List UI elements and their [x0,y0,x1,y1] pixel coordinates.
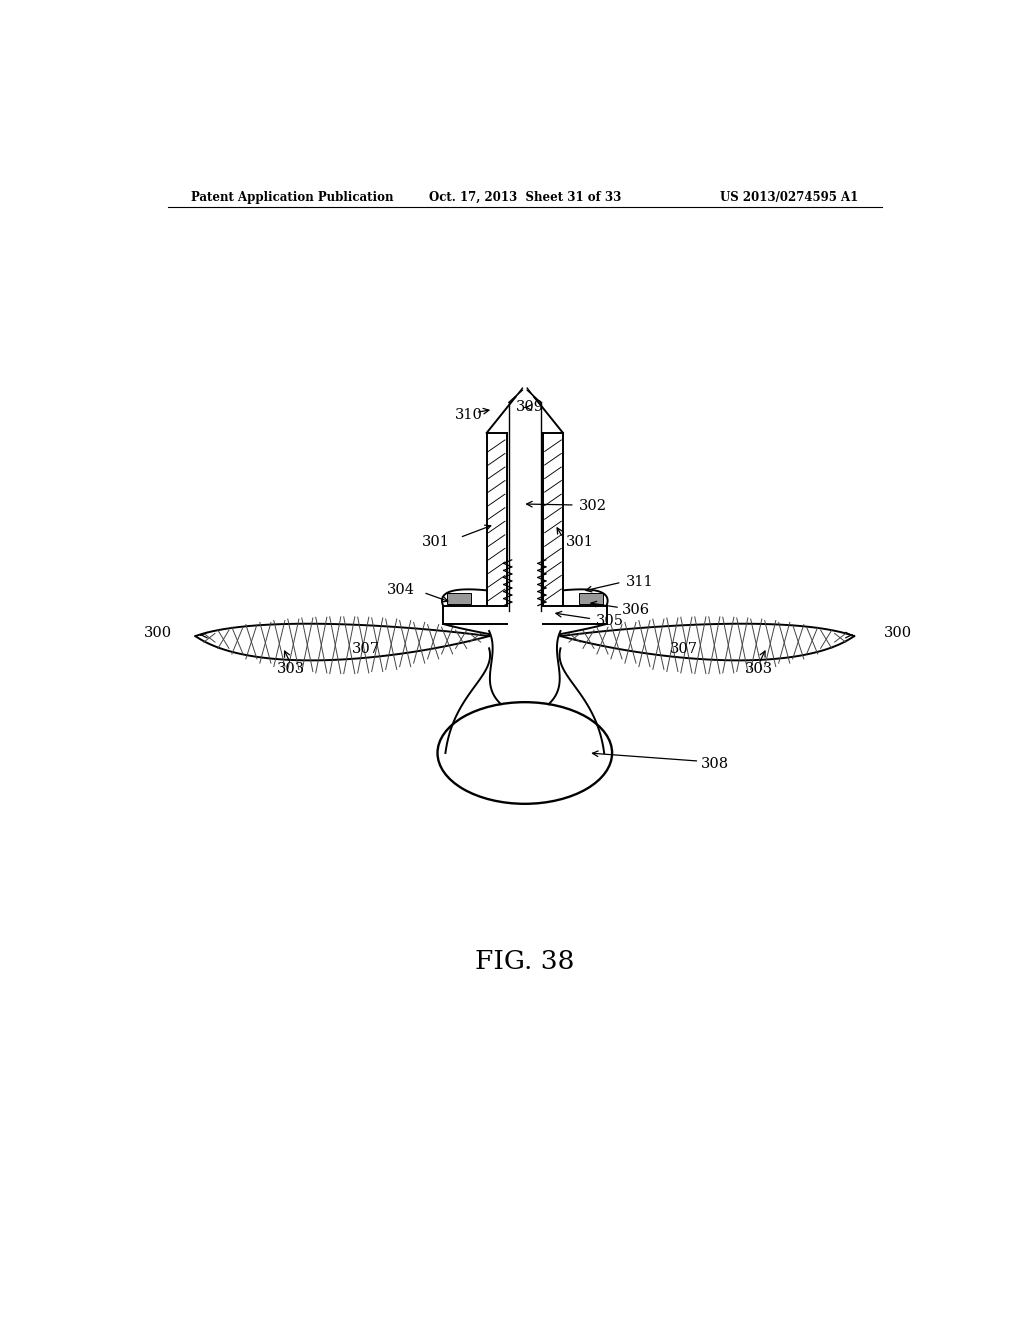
Text: US 2013/0274595 A1: US 2013/0274595 A1 [720,190,858,203]
Text: 300: 300 [143,626,172,640]
Text: 310: 310 [456,408,483,421]
Text: 300: 300 [885,626,912,640]
Text: 307: 307 [352,643,380,656]
Text: 301: 301 [566,535,594,549]
Text: Patent Application Publication: Patent Application Publication [191,190,394,203]
Text: 308: 308 [701,758,729,771]
Text: 307: 307 [670,643,697,656]
Text: 306: 306 [622,603,650,616]
Text: 302: 302 [579,499,607,513]
Text: 309: 309 [516,400,545,414]
Text: 304: 304 [387,583,416,598]
Text: 311: 311 [626,576,653,589]
Text: Oct. 17, 2013  Sheet 31 of 33: Oct. 17, 2013 Sheet 31 of 33 [429,190,621,203]
Text: 303: 303 [276,661,305,676]
Text: 305: 305 [596,614,625,628]
Text: 301: 301 [422,535,450,549]
Text: 303: 303 [744,661,773,676]
Bar [579,594,602,603]
Text: FIG. 38: FIG. 38 [475,949,574,974]
Bar [447,594,471,603]
